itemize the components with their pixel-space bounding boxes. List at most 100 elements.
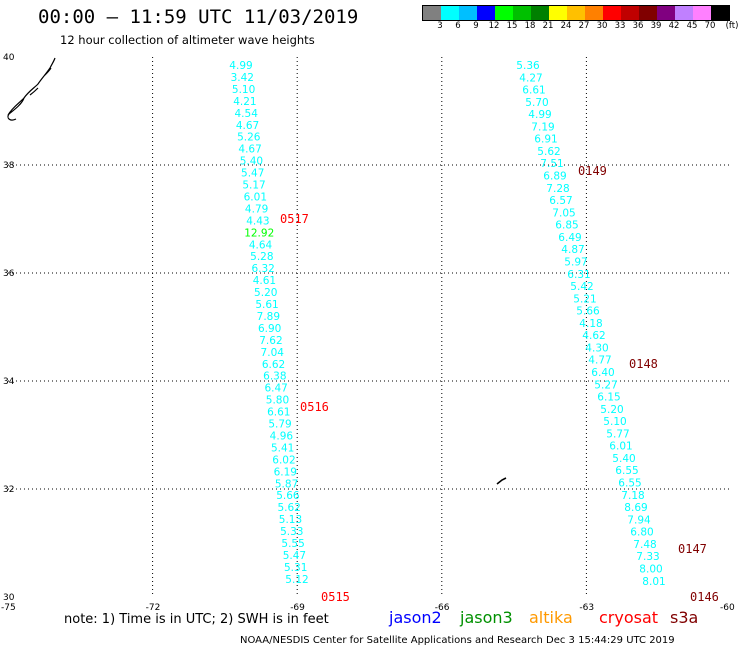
footer-credit: NOAA/NESDIS Center for Satellite Applica… xyxy=(240,635,675,646)
legend-swatch xyxy=(603,6,621,20)
chart-title: 00:00 – 11:59 UTC 11/03/2019 xyxy=(38,6,359,28)
y-tick-label: 32 xyxy=(3,485,14,495)
legend-swatch xyxy=(639,6,657,20)
wave-height-value: 5.13 xyxy=(279,514,302,526)
wave-height-value: 7.62 xyxy=(259,335,282,347)
wave-height-value: 5.87 xyxy=(275,478,298,490)
wave-height-value: 7.48 xyxy=(633,539,656,551)
wave-height-value: 6.85 xyxy=(555,220,578,232)
wave-height-value: 5.36 xyxy=(516,60,540,72)
legend-label: 21 xyxy=(542,21,554,31)
y-tick-label: 34 xyxy=(3,377,15,387)
legend-label: 30 xyxy=(596,21,608,31)
x-tick-label: -69 xyxy=(290,603,305,613)
wave-height-value: 8.01 xyxy=(642,576,665,588)
coastline-northwest xyxy=(7,57,56,121)
legend-swatch xyxy=(441,6,459,20)
wave-height-value: 5.70 xyxy=(525,97,548,109)
legend-swatch xyxy=(657,6,675,20)
wave-height-value: 6.61 xyxy=(267,407,290,419)
legend-label: 12 xyxy=(488,21,500,31)
wave-height-value: 5.27 xyxy=(594,379,617,391)
legend-swatch xyxy=(477,6,495,20)
wave-height-value: 6.38 xyxy=(263,371,286,383)
satellite-jason2: jason2 xyxy=(389,608,442,627)
legend-swatch xyxy=(423,6,441,20)
legend-label: 6 xyxy=(455,21,461,31)
wave-height-value: 7.05 xyxy=(552,207,575,219)
wave-height-value: 6.91 xyxy=(534,134,557,146)
wave-height-value: 5.10 xyxy=(232,84,255,96)
wave-height-value: 6.55 xyxy=(615,465,638,477)
pass-time-labels: 0517 0516 0515 0149 0148 0147 0146 xyxy=(280,164,719,604)
legend-label: 39 xyxy=(650,21,662,31)
legend-swatch xyxy=(585,6,603,20)
wave-height-value: 6.02 xyxy=(272,454,295,466)
wave-height-value: 5.40 xyxy=(612,453,635,465)
legend-label: 27 xyxy=(578,21,590,31)
wave-height-value: 8.00 xyxy=(639,563,662,575)
wave-height-value: 7.18 xyxy=(621,490,644,502)
wave-height-value: 5.41 xyxy=(271,442,294,454)
wave-height-value: 6.01 xyxy=(244,191,267,203)
wave-height-value: 5.47 xyxy=(283,550,306,562)
x-tick-label: -66 xyxy=(435,603,450,613)
legend-label: 15 xyxy=(506,21,518,31)
legend-swatch xyxy=(531,6,549,20)
wave-height-value: 5.21 xyxy=(573,293,596,305)
color-legend-bar xyxy=(422,5,730,21)
legend-label: (ft) xyxy=(725,21,739,31)
pass-time-label: 0149 xyxy=(578,164,607,178)
y-tick-label: 36 xyxy=(3,269,15,279)
wave-height-value: 5.33 xyxy=(280,526,303,538)
wave-height-value: 5.17 xyxy=(242,180,265,192)
wave-height-value: 6.80 xyxy=(630,527,653,539)
legend-label: 45 xyxy=(686,21,698,31)
wave-height-value: 4.18 xyxy=(579,318,602,330)
satellite-cryosat: cryosat xyxy=(599,608,659,627)
lat-lon-grid xyxy=(8,57,731,597)
wave-height-value: 5.62 xyxy=(537,146,560,158)
wave-height-value: 5.61 xyxy=(255,299,278,311)
wave-height-value: 6.57 xyxy=(549,195,572,207)
legend-swatch xyxy=(513,6,531,20)
wave-height-value: 5.42 xyxy=(570,281,593,293)
pass-time-label: 0516 xyxy=(300,400,329,414)
pass-time-label: 0517 xyxy=(280,212,309,226)
wave-height-value: 4.99 xyxy=(229,60,252,72)
wave-height-value: 4.99 xyxy=(528,109,551,121)
wave-height-value: 4.67 xyxy=(238,144,261,156)
wave-height-value: 7.51 xyxy=(540,158,563,170)
wave-height-value: 5.97 xyxy=(564,256,587,268)
wave-height-value: 4.64 xyxy=(249,239,273,251)
wave-height-value: 5.26 xyxy=(237,132,261,144)
wave-height-value: 5.80 xyxy=(266,395,289,407)
wave-height-value: 6.31 xyxy=(567,269,590,281)
wave-height-value: 6.90 xyxy=(258,323,281,335)
x-tick-label: -60 xyxy=(720,603,735,613)
wave-height-value: 3.42 xyxy=(231,72,254,84)
x-tick-label: -72 xyxy=(146,603,161,613)
wave-height-value: 7.28 xyxy=(546,183,569,195)
satellite-s3a: s3a xyxy=(670,608,699,627)
wave-height-value: 6.40 xyxy=(591,367,614,379)
wave-height-value: 6.47 xyxy=(264,383,287,395)
wave-height-value: 5.31 xyxy=(284,562,307,574)
legend-label: 9 xyxy=(473,21,479,31)
wave-height-value: 4.43 xyxy=(246,215,269,227)
y-tick-label: 30 xyxy=(3,593,15,603)
legend-label: 18 xyxy=(524,21,536,31)
wave-height-value: 7.04 xyxy=(261,347,285,359)
wave-height-value: 4.27 xyxy=(519,72,542,84)
wave-height-value: 4.54 xyxy=(235,108,259,120)
wave-height-value: 7.89 xyxy=(257,311,280,323)
y-tick-label: 40 xyxy=(3,53,15,63)
legend-label: 36 xyxy=(632,21,644,31)
wave-height-value: 5.20 xyxy=(600,404,623,416)
wave-height-value: 5.10 xyxy=(603,416,626,428)
wave-height-value: 5.12 xyxy=(285,574,308,586)
pass-time-label: 0148 xyxy=(629,357,658,371)
wave-height-value: 5.47 xyxy=(241,168,264,180)
legend-swatch xyxy=(567,6,585,20)
